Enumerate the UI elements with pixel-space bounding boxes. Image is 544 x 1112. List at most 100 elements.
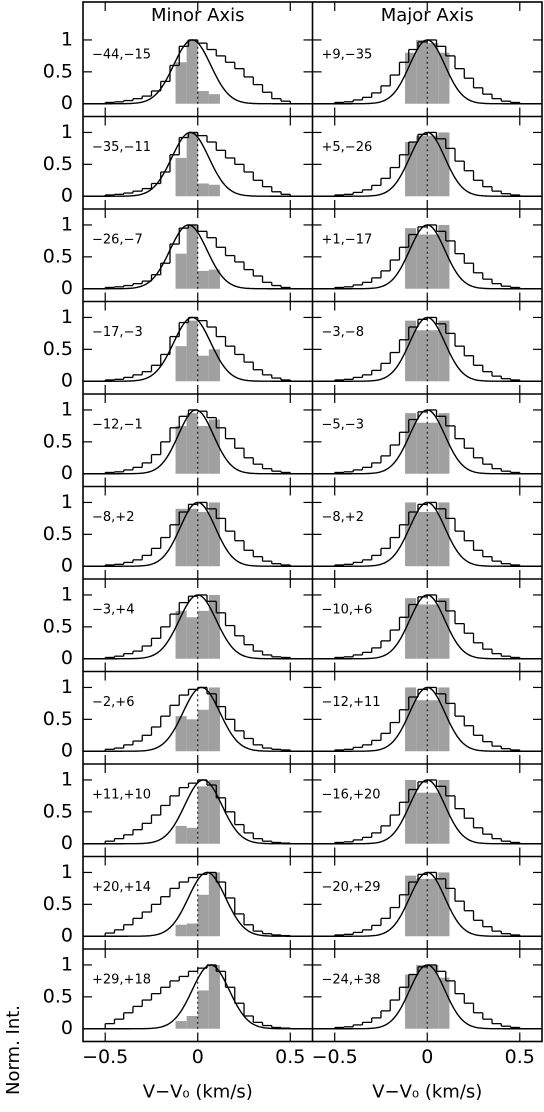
gray-bar — [175, 924, 187, 937]
x-tick-label: 0.5 — [275, 1046, 305, 1068]
gray-bar — [405, 598, 417, 659]
gray-bar — [438, 502, 450, 567]
gray-bar — [197, 709, 209, 752]
fit-curve — [312, 224, 542, 290]
y-tick-label: 0.5 — [43, 430, 73, 452]
y-tick-label: 0.5 — [43, 893, 73, 915]
y-tick-label: 0 — [61, 1017, 73, 1039]
gray-bar — [197, 894, 209, 937]
gray-bar — [175, 508, 187, 567]
gray-bar — [427, 964, 439, 1029]
gray-bar — [427, 878, 439, 937]
fit-curve — [83, 501, 313, 567]
y-tick-label: 0.5 — [43, 153, 73, 175]
fit-curve — [312, 964, 542, 1030]
x-axis-label: V−V₀ (km/s) — [372, 1082, 482, 1103]
y-tick-label: 1 — [61, 121, 73, 143]
gray-bar — [175, 425, 187, 474]
gray-bar — [405, 875, 417, 937]
gray-bar — [427, 512, 439, 567]
gray-bar — [427, 234, 439, 289]
fit-curve — [312, 501, 542, 567]
panel-label: −20,+29 — [322, 880, 381, 895]
y-tick-label: 1 — [61, 861, 73, 883]
gray-bar — [208, 594, 220, 659]
gray-bar — [427, 422, 439, 474]
y-axis-label: Norm. Int. — [3, 1005, 24, 1095]
panel-label: +29,+18 — [92, 973, 151, 988]
gray-bar — [438, 224, 450, 289]
fit-curve — [312, 409, 542, 475]
gray-bar — [405, 228, 417, 289]
gray-bar — [405, 142, 417, 197]
fit-curve — [83, 686, 313, 752]
gray-bar — [438, 413, 450, 474]
panel-label: +11,+10 — [92, 788, 151, 803]
x-tick-label: −0.5 — [312, 1046, 358, 1068]
gray-bar — [186, 508, 198, 567]
panel-label: −8,+2 — [92, 510, 134, 525]
gray-bar — [208, 184, 220, 197]
y-tick-label: 0.5 — [43, 338, 73, 360]
fit-curve — [312, 316, 542, 382]
gray-bar — [438, 52, 450, 104]
panel-label: −3,+4 — [92, 603, 134, 618]
y-tick-label: 0 — [61, 555, 73, 577]
y-tick-label: 1 — [61, 398, 73, 420]
gray-bar — [438, 687, 450, 752]
y-tick-label: 0 — [61, 370, 73, 392]
fit-curve — [83, 871, 313, 937]
y-tick-label: 1 — [61, 583, 73, 605]
gray-bar — [175, 62, 187, 104]
panel-label: −17,−3 — [92, 325, 143, 340]
gray-bar — [405, 779, 417, 844]
y-tick-label: 1 — [61, 953, 73, 975]
gray-bar — [405, 320, 417, 382]
y-tick-label: 1 — [61, 306, 73, 328]
gray-bar — [438, 132, 450, 197]
gray-bar — [405, 687, 417, 752]
gray-bar — [197, 183, 209, 197]
panel-label: −8,+2 — [322, 510, 364, 525]
panel-label: −24,+38 — [322, 973, 381, 988]
gray-bar — [416, 135, 428, 197]
y-tick-label: 0.5 — [43, 523, 73, 545]
gray-bar — [175, 610, 187, 659]
fit-curve — [83, 224, 313, 290]
y-tick-label: 0 — [61, 277, 73, 299]
gray-bar — [175, 253, 187, 289]
fit-curve — [312, 39, 542, 105]
gray-bar — [186, 1015, 198, 1029]
gray-bar — [197, 610, 209, 659]
gray-bar — [416, 422, 428, 474]
y-tick-label: 1 — [61, 768, 73, 790]
gray-bar — [175, 1021, 187, 1029]
fit-curve — [312, 686, 542, 752]
gray-bar — [427, 604, 439, 659]
gray-bar — [405, 413, 417, 474]
fit-curve — [83, 964, 313, 1030]
y-tick-label: 0 — [61, 185, 73, 207]
gray-bar — [186, 923, 198, 937]
y-tick-label: 1 — [61, 28, 73, 50]
gray-bar — [208, 269, 220, 289]
gray-bar — [208, 502, 220, 567]
gray-bar — [405, 52, 417, 104]
gray-bar — [186, 617, 198, 659]
panel-label: −5,−3 — [322, 418, 364, 433]
y-tick-label: 0.5 — [43, 708, 73, 730]
fit-curve — [312, 871, 542, 937]
panel-label: −16,+20 — [322, 788, 381, 803]
panel-label: −35,−11 — [92, 140, 151, 155]
fit-curve — [83, 409, 313, 475]
x-tick-label: 0 — [192, 1046, 204, 1068]
gray-bar — [175, 825, 187, 844]
gray-bar — [208, 872, 220, 937]
gray-bar — [416, 604, 428, 659]
x-tick-label: −0.5 — [82, 1046, 128, 1068]
panel-label: −12,+11 — [322, 695, 381, 710]
gray-bar — [416, 512, 428, 567]
gray-bar — [197, 425, 209, 474]
y-tick-label: 0.5 — [43, 615, 73, 637]
gray-bar — [427, 700, 439, 752]
